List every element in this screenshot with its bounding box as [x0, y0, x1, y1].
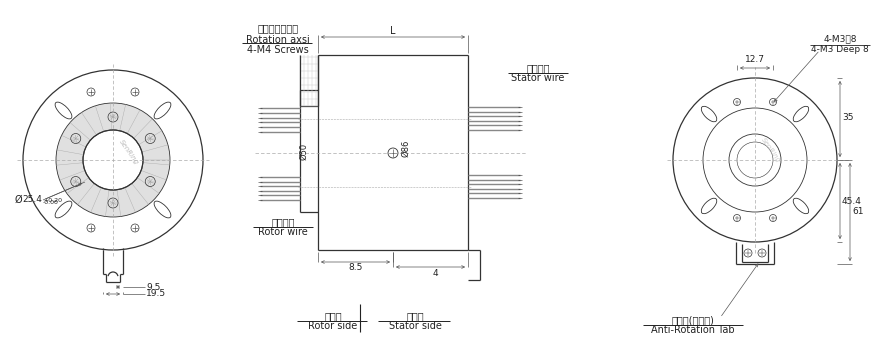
- Text: 61: 61: [852, 208, 863, 217]
- Text: Anti-Rotation Tab: Anti-Rotation Tab: [651, 325, 735, 335]
- Text: SenRing: SenRing: [118, 138, 140, 166]
- Text: Ø86: Ø86: [401, 139, 410, 157]
- Text: 止转片(可调节): 止转片(可调节): [671, 315, 715, 325]
- Text: SenRing: SenRing: [760, 136, 781, 164]
- Ellipse shape: [154, 102, 171, 119]
- Circle shape: [802, 110, 804, 113]
- Circle shape: [705, 111, 708, 113]
- Ellipse shape: [793, 198, 809, 214]
- Circle shape: [803, 112, 806, 115]
- Circle shape: [705, 206, 708, 209]
- Text: 25.4: 25.4: [22, 196, 42, 204]
- Text: 转子出线: 转子出线: [271, 217, 295, 227]
- Text: L: L: [390, 26, 396, 36]
- Text: 转子螺钉固定孔: 转子螺钉固定孔: [258, 23, 298, 33]
- Text: 4: 4: [433, 268, 438, 278]
- Text: Rotor wire: Rotor wire: [258, 227, 308, 237]
- Text: 8.5: 8.5: [348, 264, 363, 273]
- Wedge shape: [56, 103, 170, 217]
- Text: 19.5: 19.5: [146, 289, 166, 299]
- Text: 定子边: 定子边: [407, 311, 424, 321]
- Ellipse shape: [701, 106, 717, 122]
- Ellipse shape: [154, 201, 171, 218]
- Ellipse shape: [701, 198, 717, 214]
- Circle shape: [706, 110, 708, 113]
- Circle shape: [704, 205, 708, 208]
- Circle shape: [802, 207, 804, 210]
- Text: 转子边: 转子边: [324, 311, 341, 321]
- Text: 定子出线: 定子出线: [526, 63, 550, 73]
- Text: Rotation axsi: Rotation axsi: [246, 35, 310, 45]
- Text: Stator wire: Stator wire: [511, 73, 565, 83]
- Circle shape: [706, 207, 708, 210]
- Text: Ø50: Ø50: [299, 142, 309, 160]
- Text: 35: 35: [842, 113, 854, 122]
- Text: Ø: Ø: [14, 195, 22, 205]
- Text: 4-M3 Deep 8: 4-M3 Deep 8: [811, 46, 869, 55]
- Circle shape: [803, 111, 805, 113]
- Text: 4-M3淸8: 4-M3淸8: [824, 35, 857, 43]
- Circle shape: [707, 109, 709, 112]
- Text: 4-M4 Screws: 4-M4 Screws: [247, 45, 309, 55]
- Circle shape: [803, 206, 805, 209]
- Circle shape: [707, 208, 709, 211]
- Ellipse shape: [55, 102, 72, 119]
- Circle shape: [801, 208, 803, 211]
- Circle shape: [801, 109, 803, 112]
- Ellipse shape: [55, 201, 72, 218]
- Circle shape: [704, 112, 708, 115]
- Text: Stator side: Stator side: [389, 321, 442, 331]
- Text: -0.00: -0.00: [43, 200, 59, 205]
- Text: Rotor side: Rotor side: [308, 321, 357, 331]
- Text: +0.20: +0.20: [43, 198, 62, 203]
- Circle shape: [803, 205, 806, 208]
- Text: 12.7: 12.7: [745, 56, 765, 64]
- Text: 45.4: 45.4: [842, 196, 862, 205]
- Text: 9.5: 9.5: [146, 282, 160, 292]
- Ellipse shape: [793, 106, 809, 122]
